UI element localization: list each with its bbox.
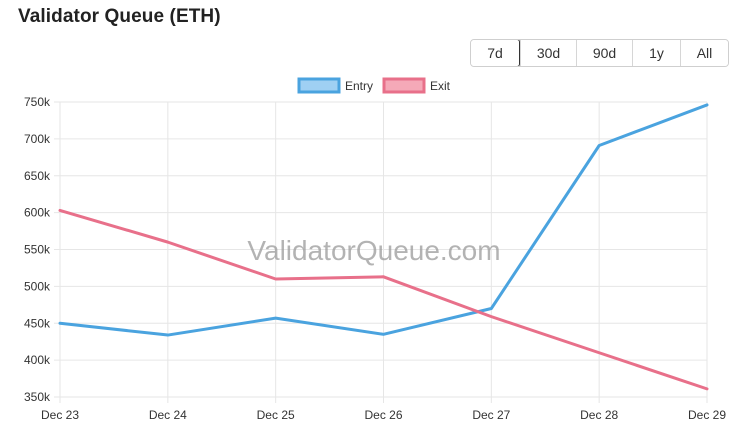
x-tick-label: Dec 26 [364, 408, 402, 422]
x-tick-label: Dec 28 [580, 408, 618, 422]
x-tick-label: Dec 23 [41, 408, 79, 422]
legend-swatch-entry [297, 77, 341, 94]
y-tick-label: 350k [24, 390, 51, 404]
x-tick-label: Dec 25 [257, 408, 295, 422]
series-line-exit [58, 208, 709, 391]
y-tick-label: 650k [24, 169, 51, 183]
range-button-1y[interactable]: 1y [632, 40, 680, 66]
y-tick-label: 450k [24, 316, 51, 330]
x-axis-ticks: Dec 23 Dec 24 Dec 25 Dec 26 Dec 27 Dec 28 Dec … [41, 408, 726, 422]
chart-legend: Entry Exit [297, 77, 451, 94]
watermark-text: ValidatorQueue.com [247, 235, 500, 266]
page-title: Validator Queue (ETH) [18, 6, 221, 27]
x-tick-label: Dec 27 [472, 408, 510, 422]
x-tick-label: Dec 29 [688, 408, 726, 422]
time-range-selector: 7d 30d 90d 1y All [470, 39, 729, 67]
x-tick-label: Dec 24 [149, 408, 187, 422]
legend-label-exit: Exit [430, 79, 451, 93]
y-tick-label: 600k [24, 206, 51, 220]
y-tick-label: 550k [24, 243, 51, 257]
chart-grid [54, 101, 708, 403]
y-tick-label: 750k [24, 95, 51, 109]
legend-label-entry: Entry [345, 79, 373, 93]
chart-series [58, 103, 709, 391]
range-button-90d[interactable]: 90d [576, 40, 632, 66]
y-tick-label: 500k [24, 279, 51, 293]
range-button-30d[interactable]: 30d [520, 40, 576, 66]
series-line-entry [58, 103, 709, 337]
validator-queue-chart: 750k 700k 650k 600k 550k 500k 450k 400k 350k Dec… [24, 77, 726, 422]
y-tick-label: 400k [24, 353, 51, 367]
legend-swatch-exit [382, 77, 426, 94]
y-tick-label: 700k [24, 132, 51, 146]
range-button-all[interactable]: All [680, 40, 728, 66]
y-axis-ticks: 750k 700k 650k 600k 550k 500k 450k 400k 350k [24, 95, 51, 404]
range-button-7d[interactable]: 7d [471, 40, 520, 66]
